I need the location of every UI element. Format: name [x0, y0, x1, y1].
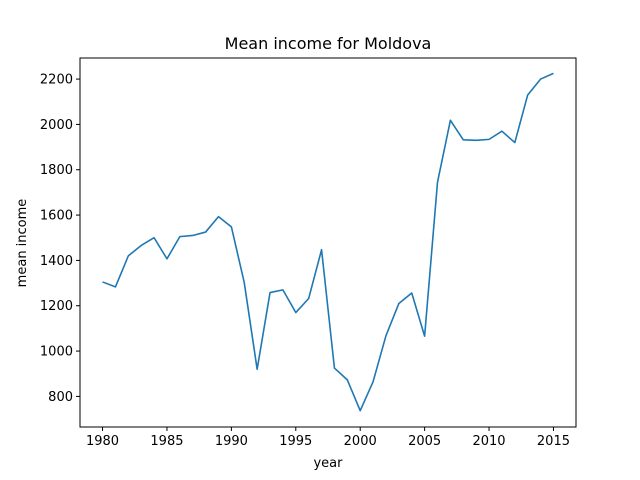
x-tick-label: 1985 [150, 434, 183, 449]
y-tick-label: 1000 [40, 345, 73, 360]
x-tick-label: 1990 [215, 434, 248, 449]
y-tick-label: 2000 [40, 118, 73, 133]
y-tick-label: 1600 [40, 209, 73, 224]
y-axis-title: mean income [15, 199, 30, 288]
y-tick-label: 1400 [40, 254, 73, 269]
axes-frame [79, 57, 577, 428]
y-tick-label: 1800 [40, 163, 73, 178]
plot-area [102, 72, 554, 412]
series-line [102, 72, 554, 412]
x-axis: 1980 1985 1990 1995 2000 2005 2010 2015 [86, 427, 570, 449]
x-tick-label: 2015 [537, 434, 570, 449]
x-tick-label: 2010 [472, 434, 505, 449]
x-tick-label: 2005 [408, 434, 441, 449]
chart-title: Mean income for Moldova [225, 34, 432, 53]
x-tick-label: 1995 [279, 434, 312, 449]
y-tick-label: 2200 [40, 73, 73, 88]
x-axis-title: year [313, 456, 343, 471]
x-tick-label: 1980 [86, 434, 119, 449]
y-tick-label: 800 [48, 390, 73, 405]
y-axis: 800 1000 1200 1400 1600 1800 2000 2200 [40, 73, 80, 405]
x-tick-label: 2000 [344, 434, 377, 449]
y-tick-label: 1200 [40, 299, 73, 314]
